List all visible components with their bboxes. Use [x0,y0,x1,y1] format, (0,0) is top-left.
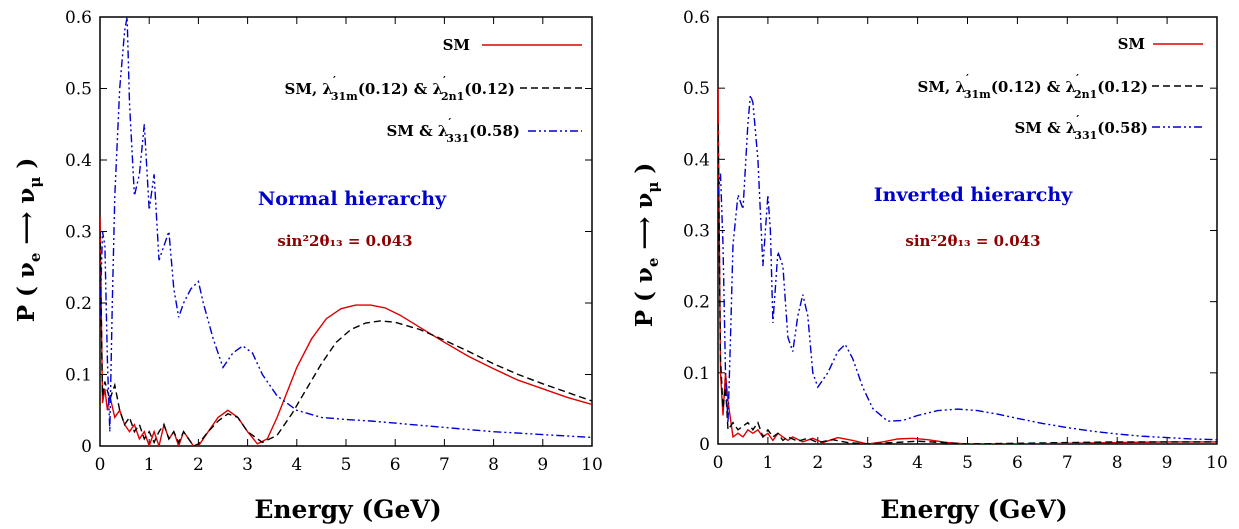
x-tick-label: 0 [95,455,106,475]
y-tick-label: 0 [81,437,92,457]
y-tick-label: 0.3 [683,222,710,242]
series-group [100,17,592,446]
annotation-hierarchy: Normal hierarchy [258,188,447,210]
legend-group: SM SM, λ′ 31m(0.12) & λ′ 2n1(0.12) SM & λ′… [285,36,582,145]
y-tick-label: 0.1 [683,364,710,384]
x-tick-label: 9 [537,455,548,475]
annotation-mixing: sin²2θ₁₃ = 0.043 [277,232,412,250]
x-tick-label: 10 [1206,453,1228,473]
y-tick-label: 0.6 [65,8,92,28]
axes-group: 0 1 2 3 4 5 6 7 8 9 10 0 0.1 0.2 0.3 0.4 0.5 0.6 [683,8,1228,473]
axes-group: 0 1 2 3 4 5 6 7 8 9 10 0 0.1 0.2 0.3 0.4 0.5 0.6 [65,8,603,475]
y-tick-label: 0.4 [683,150,710,170]
legend-label-lambda331: SM & λ′ 331(0.58) [1014,113,1148,142]
chart-inverted-hierarchy: 0 1 2 3 4 5 6 7 8 9 10 0 0.1 0.2 0.3 0.4 0.5 0.6 SM SM, λ… [631,8,1228,524]
x-tick-label: 5 [341,455,352,475]
legend-label-rpv-couplings: SM, λ′ 31m(0.12) & λ′ 2n1(0.12) [918,72,1148,101]
x-tick-label: 4 [291,455,302,475]
x-tick-label: 2 [812,453,823,473]
series-line-sm-31m-0-12-2n1-0-12 [100,231,592,446]
y-tick-label: 0.4 [65,151,92,171]
series-line-sm [100,217,592,446]
series-line-sm-31m-0-12-2n1-0-12 [718,123,1217,444]
y-tick-label: 0 [699,435,710,455]
x-tick-label: 0 [713,453,724,473]
x-tick-label: 7 [439,455,450,475]
x-tick-label: 5 [962,453,973,473]
annotation-hierarchy: Inverted hierarchy [874,184,1073,206]
y-tick-label: 0.2 [65,294,92,314]
x-tick-label: 3 [862,453,873,473]
x-tick-label: 1 [762,453,773,473]
y-axis-title: P ( νe ⟶ νμ ) [13,158,44,323]
x-tick-label: 10 [581,455,603,475]
y-tick-label: 0.6 [683,8,710,28]
y-tick-label: 0.3 [65,223,92,243]
x-tick-label: 7 [1062,453,1073,473]
x-tick-label: 8 [1112,453,1123,473]
x-axis-title: Energy (GeV) [880,495,1067,524]
x-tick-label: 8 [488,455,499,475]
y-tick-label: 0.5 [683,79,710,99]
y-tick-label: 0.1 [65,366,92,386]
x-tick-label: 6 [1012,453,1023,473]
x-tick-label: 4 [912,453,923,473]
chart-normal-hierarchy: 0 1 2 3 4 5 6 7 8 9 10 0 0.1 0.2 0.3 0.4 0.5 0.6 SM SM, λ… [13,8,603,524]
x-tick-label: 2 [193,455,204,475]
x-tick-label: 3 [242,455,253,475]
x-tick-label: 6 [390,455,401,475]
y-axis-title: P ( νe ⟶ νμ ) [631,163,662,328]
series-line-sm-331-0-58 [718,95,1217,441]
series-group [718,88,1217,444]
series-line-sm [718,88,1217,444]
legend-group: SM SM, λ′ 31m(0.12) & λ′ 2n1(0.12) SM & λ′… [918,35,1203,142]
legend-label-sm: SM [1118,35,1145,53]
legend-label-rpv-couplings: SM, λ′ 31m(0.12) & λ′ 2n1(0.12) [285,74,515,103]
x-tick-label: 9 [1162,453,1173,473]
annotation-mixing: sin²2θ₁₃ = 0.043 [905,232,1040,250]
legend-label-sm: SM [443,36,470,54]
series-line-sm-331-0-58 [100,17,592,439]
y-tick-label: 0.2 [683,293,710,313]
legend-label-lambda331: SM & λ′ 331(0.58) [386,116,520,145]
y-tick-label: 0.5 [65,80,92,100]
x-tick-label: 1 [144,455,155,475]
x-axis-title: Energy (GeV) [254,495,441,524]
